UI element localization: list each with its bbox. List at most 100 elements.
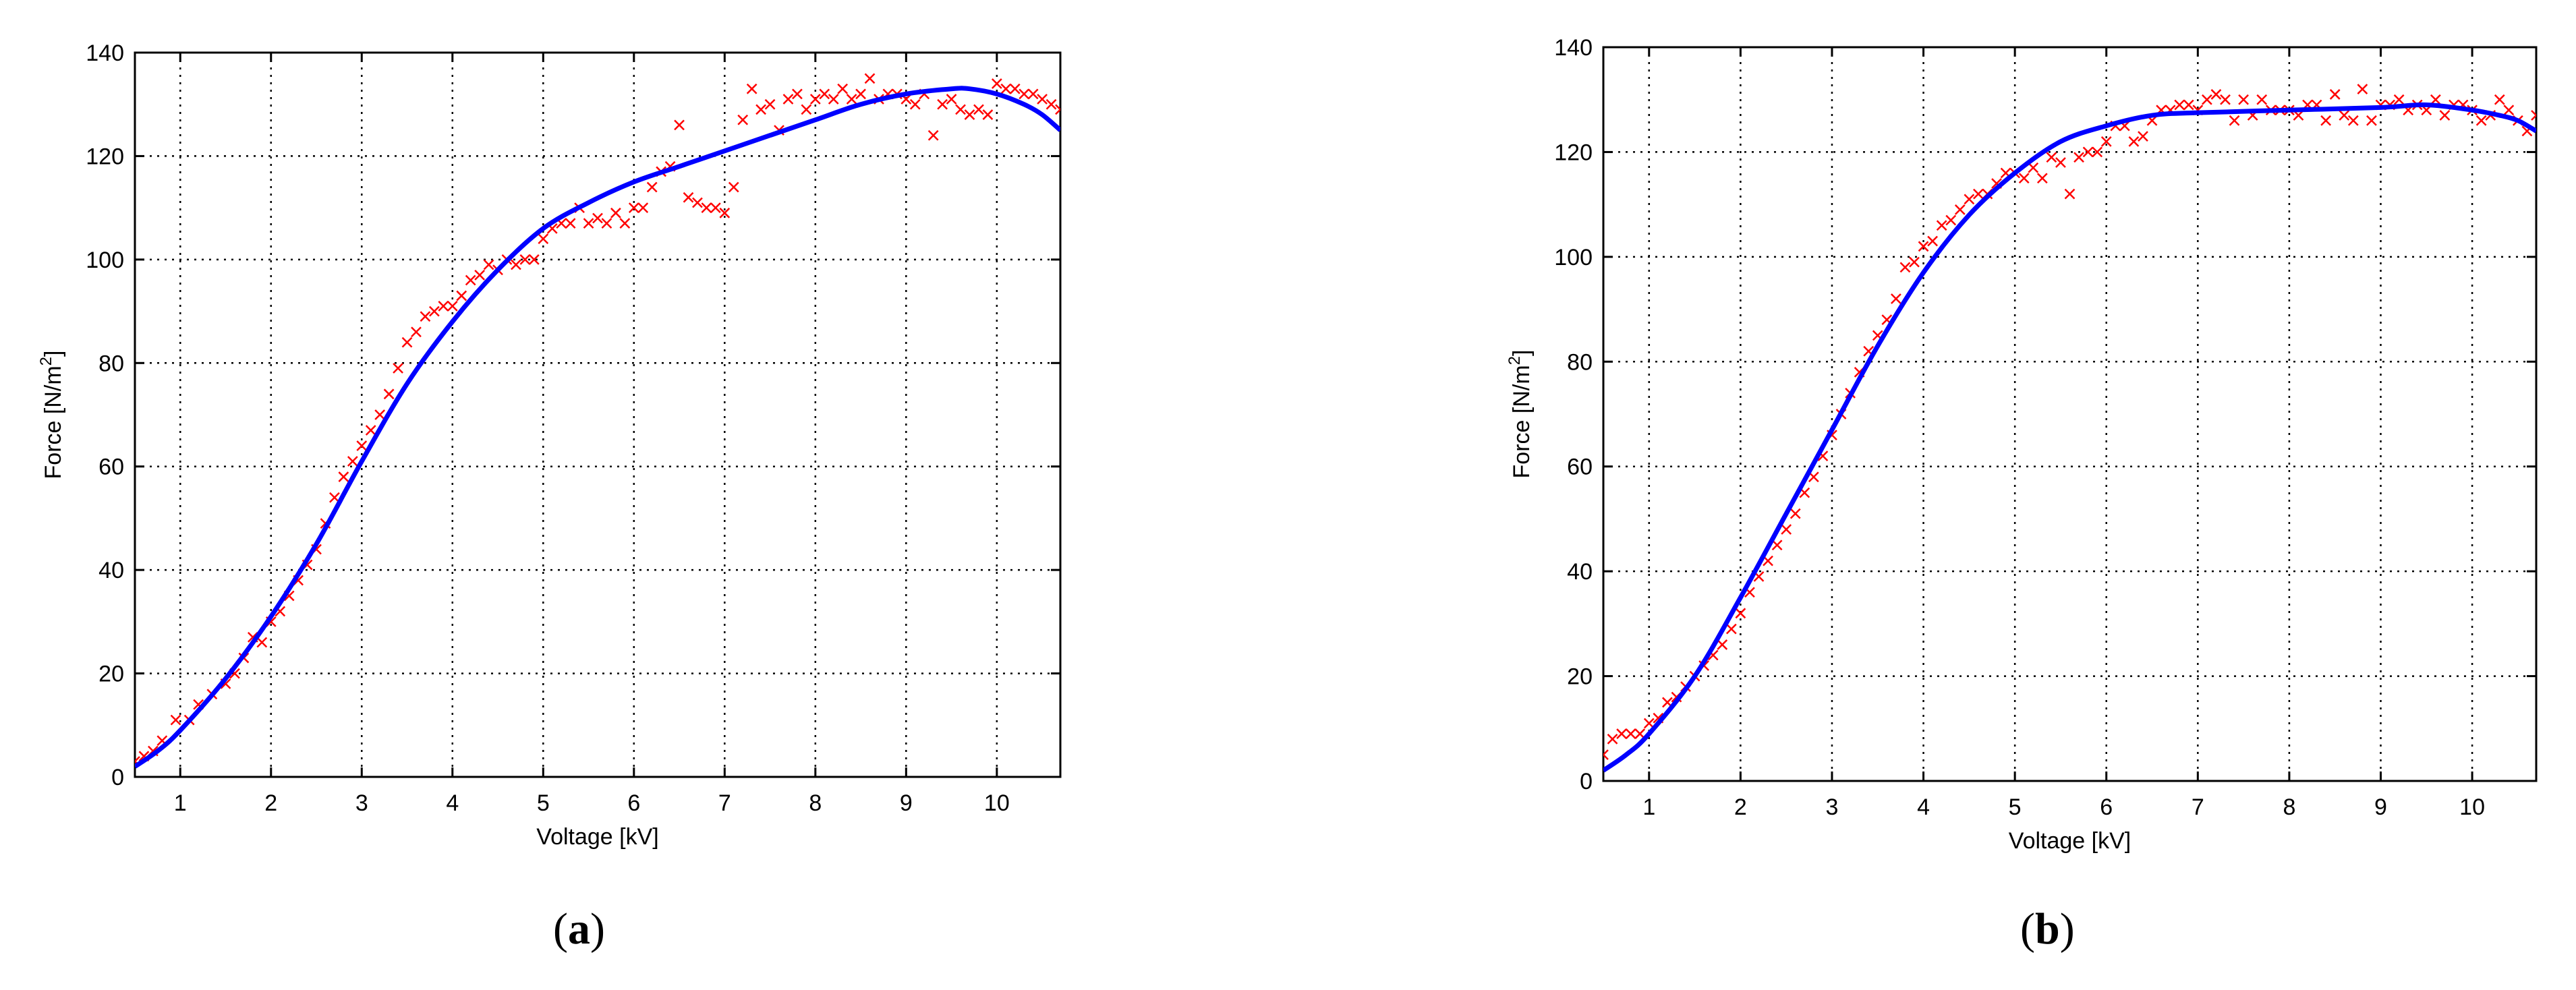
scatter-point [2183, 99, 2194, 111]
y-tick-label: 140 [1554, 35, 1593, 61]
scatter-point [964, 109, 975, 120]
scatter-point [2229, 115, 2240, 126]
scatter-point [755, 104, 767, 115]
scatter-point [2210, 89, 2222, 100]
scatter-point [1945, 214, 1957, 226]
scatter-point [619, 218, 631, 229]
scatter-point [846, 94, 857, 105]
data-layer [135, 73, 1060, 769]
scatter-point [701, 202, 712, 214]
scatter-point [1607, 733, 1618, 745]
scatter-point [801, 104, 812, 115]
scatter-point [2357, 84, 2368, 95]
scatter-point [1027, 88, 1039, 100]
scatter-point [1009, 83, 1021, 94]
scatter-point [2329, 89, 2341, 100]
x-tick-label: 3 [355, 790, 368, 816]
y-tick-label: 140 [86, 40, 124, 66]
scatter-point [1046, 98, 1057, 110]
y-tick-label: 120 [86, 144, 124, 169]
scatter-point [610, 207, 621, 219]
scatter-point [2531, 110, 2536, 121]
x-tick-label: 4 [446, 790, 459, 816]
scatter-point [764, 98, 776, 110]
scatter-point [2018, 173, 2030, 184]
scatter-point [1918, 241, 1929, 252]
scatter-point [393, 363, 403, 374]
plot-area [1603, 47, 2536, 781]
scatter-point [782, 94, 794, 105]
scatter-point [565, 218, 576, 229]
scatter-point [2339, 110, 2350, 121]
caption-a-letter: a [567, 904, 590, 954]
scatter-point [973, 104, 984, 115]
scatter-point [683, 192, 694, 203]
scatter-point [447, 301, 458, 312]
caption-a: (a) [553, 904, 605, 954]
y-axis-label: Force [N/m2] [37, 351, 66, 479]
scatter-point [456, 290, 467, 301]
scatter-point [1037, 94, 1048, 105]
scatter-point [428, 305, 440, 317]
scatter-point [1603, 749, 1609, 761]
y-tick-label: 100 [86, 248, 124, 273]
y-tick-label: 60 [1567, 455, 1593, 480]
x-axis-label: Voltage [kV] [536, 824, 658, 850]
scatter-point [2256, 94, 2268, 105]
scatter-point [2201, 94, 2212, 105]
scatter-point [864, 73, 876, 84]
scatter-point [1781, 524, 1792, 535]
scatter-point [1954, 204, 1966, 215]
y-tick-label: 120 [1554, 140, 1593, 165]
scatter-point [2092, 146, 2103, 158]
scatter-point [1927, 235, 1939, 247]
x-tick-label: 1 [174, 790, 187, 816]
scatter-point [356, 440, 368, 451]
x-tick-label: 9 [2374, 794, 2387, 820]
scatter-point [2174, 99, 2185, 111]
x-tick-label: 7 [2192, 794, 2204, 820]
scatter-point [2138, 131, 2148, 142]
y-tick-label: 80 [1567, 349, 1593, 375]
scatter-point [2073, 152, 2084, 163]
scatter-point [982, 109, 994, 120]
scatter-point [1973, 188, 1984, 200]
x-tick-label: 8 [809, 790, 822, 816]
scatter-point [1616, 728, 1628, 739]
caption-b: (b) [2020, 904, 2075, 954]
data-layer [1603, 84, 2536, 773]
axes-box [1602, 46, 2538, 782]
scatter-point [2220, 94, 2231, 105]
plot-area [135, 53, 1060, 777]
scatter-point [519, 254, 531, 265]
fit-curve [135, 86, 1060, 769]
y-axis-label: Force [N/m2] [1506, 350, 1535, 479]
scatter-point [511, 259, 521, 270]
scatter-point [2100, 136, 2112, 147]
scatter-point [2430, 94, 2441, 105]
scatter-point [1725, 623, 1737, 635]
scatter-point [2393, 94, 2405, 105]
y-tick-label: 100 [1554, 245, 1593, 270]
scatter-point [2347, 115, 2359, 126]
y-tick-label: 40 [98, 558, 124, 583]
scatter-point [1000, 83, 1012, 94]
scatter-point [2475, 115, 2487, 126]
scatter-point [1625, 728, 1636, 739]
axes-box [134, 51, 1062, 778]
scatter-point [1735, 608, 1746, 619]
x-tick-label: 5 [2009, 794, 2022, 820]
scatter-point [256, 637, 268, 648]
x-tick-label: 6 [2100, 794, 2113, 820]
y-tick-label: 80 [98, 351, 124, 376]
scatter-point [1909, 256, 1920, 268]
scatter-point [927, 129, 939, 141]
scatter-point [828, 94, 839, 105]
scatter-point [538, 233, 549, 245]
scatter-point [1790, 508, 1801, 519]
y-tick-label: 40 [1567, 559, 1593, 585]
scatter-point [746, 83, 757, 94]
scatter-point [2439, 110, 2451, 121]
